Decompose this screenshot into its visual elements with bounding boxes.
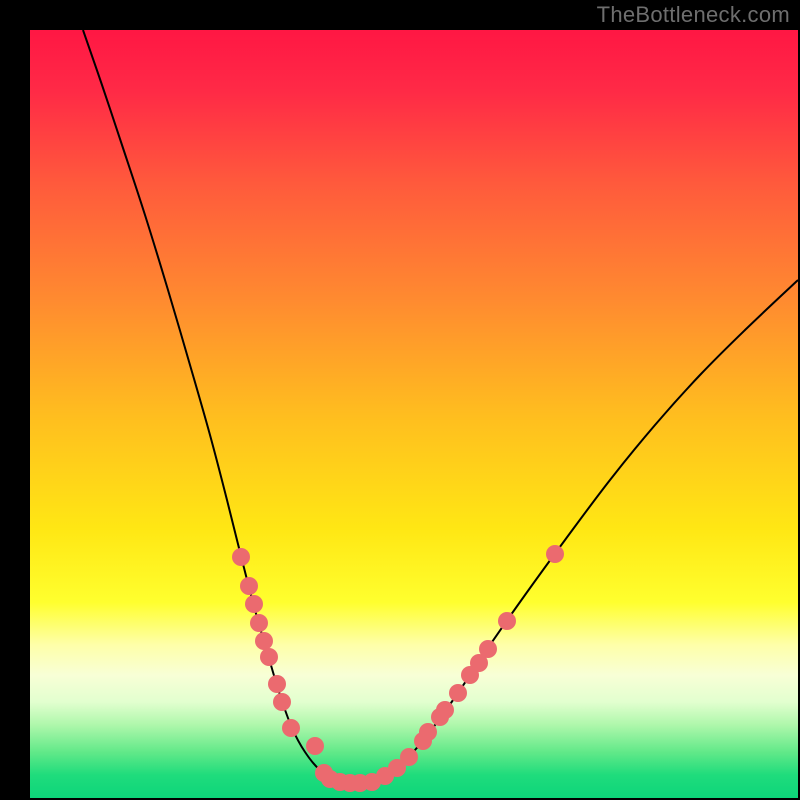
curve-overlay [30, 30, 798, 798]
mid-row [0, 30, 800, 798]
data-marker [306, 737, 324, 755]
watermark: TheBottleneck.com [597, 2, 790, 28]
data-marker [546, 545, 564, 563]
data-marker [245, 595, 263, 613]
data-marker [240, 577, 258, 595]
data-marker [479, 640, 497, 658]
bottleneck-curve [83, 30, 798, 783]
data-marker [273, 693, 291, 711]
data-marker [436, 701, 454, 719]
plot-area [30, 30, 798, 798]
data-marker [449, 684, 467, 702]
data-marker [282, 719, 300, 737]
chart-container: TheBottleneck.com [0, 0, 800, 800]
data-marker [419, 723, 437, 741]
border-left [0, 30, 30, 798]
data-marker [250, 614, 268, 632]
data-marker [260, 648, 278, 666]
data-marker [400, 748, 418, 766]
data-marker [255, 632, 273, 650]
data-marker [232, 548, 250, 566]
data-marker [268, 675, 286, 693]
data-marker [498, 612, 516, 630]
